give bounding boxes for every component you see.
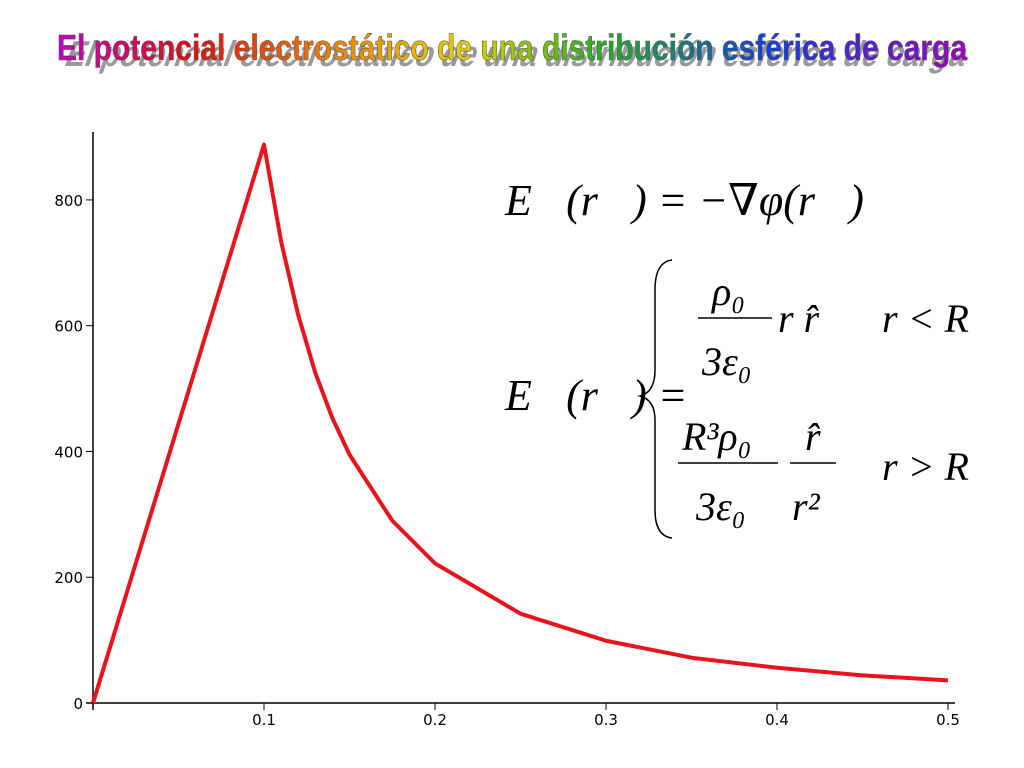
y-tick-label: 400	[54, 443, 83, 461]
y-tick-label: 200	[54, 569, 83, 587]
equation: E⃗(r⃗) = −∇φ(r⃗)	[504, 176, 864, 225]
x-tick-label: 0.1	[252, 711, 276, 729]
numerator: r̂	[805, 414, 821, 459]
condition: r > R	[882, 444, 969, 489]
denominator: 3ε₀	[701, 339, 752, 384]
denominator: r²	[792, 484, 821, 529]
denominator: 3ε₀	[695, 484, 746, 529]
line	[91, 142, 949, 704]
x-tick-label: 0.3	[594, 711, 618, 729]
title-shadow: El potencial electrostático de una distr…	[60, 33, 975, 74]
equation: E⃗(r⃗) =	[504, 371, 687, 420]
numerator: ρ₀	[710, 269, 745, 314]
y-tick-label: 0	[73, 695, 83, 713]
equations: E⃗(r⃗) = −∇φ(r⃗) E⃗(r⃗) = ρ₀ 3ε₀ r r̂ r …	[504, 176, 969, 539]
chart-title: El potencial electrostático de una distr…	[57, 27, 968, 68]
x-tick-label: 0.5	[936, 711, 960, 729]
term: r r̂	[778, 296, 820, 341]
x-tick-label: 0.2	[423, 711, 447, 729]
y-tick-label: 600	[54, 318, 83, 336]
x-tick-label: 0.4	[765, 711, 789, 729]
brace	[637, 259, 673, 539]
numerator: R³ρ₀	[681, 414, 752, 459]
y-tick-label: 800	[54, 192, 83, 210]
condition: r < R	[882, 296, 969, 341]
